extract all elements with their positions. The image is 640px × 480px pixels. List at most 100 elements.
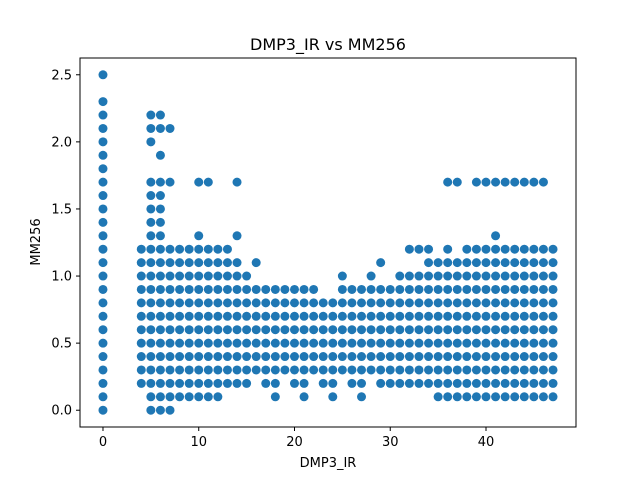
scatter-point [194, 352, 204, 362]
scatter-point [184, 365, 194, 375]
scatter-point [424, 258, 434, 268]
scatter-point [165, 298, 175, 308]
scatter-point [462, 352, 472, 362]
scatter-point [213, 392, 223, 402]
scatter-point [175, 311, 185, 321]
scatter-point [203, 352, 213, 362]
scatter-point [165, 338, 175, 348]
scatter-point [146, 217, 156, 227]
scatter-point [194, 231, 204, 241]
scatter-point [385, 365, 395, 375]
scatter-point [155, 177, 165, 187]
scatter-point [481, 365, 491, 375]
scatter-point [270, 338, 280, 348]
scatter-point [491, 177, 501, 187]
scatter-point [510, 177, 520, 187]
scatter-point [376, 365, 386, 375]
scatter-point [136, 244, 146, 254]
scatter-point [155, 123, 165, 133]
scatter-point [146, 298, 156, 308]
scatter-point [538, 284, 548, 294]
scatter-point [395, 284, 405, 294]
scatter-point [270, 298, 280, 308]
scatter-point [404, 338, 414, 348]
scatter-point [175, 244, 185, 254]
scatter-point [500, 325, 510, 335]
scatter-point [232, 352, 242, 362]
scatter-point [328, 378, 338, 388]
scatter-point [529, 244, 539, 254]
scatter-point [491, 378, 501, 388]
scatter-point [443, 284, 453, 294]
scatter-point [222, 298, 232, 308]
scatter-point [98, 150, 108, 160]
scatter-point [222, 365, 232, 375]
scatter-point [481, 284, 491, 294]
scatter-point [309, 298, 319, 308]
data-points [98, 70, 558, 415]
scatter-point [424, 311, 434, 321]
scatter-point [165, 123, 175, 133]
scatter-point [98, 97, 108, 107]
scatter-point [433, 352, 443, 362]
scatter-point [318, 325, 328, 335]
scatter-point [462, 311, 472, 321]
scatter-point [213, 378, 223, 388]
scatter-point [538, 338, 548, 348]
scatter-point [491, 365, 501, 375]
scatter-point [98, 378, 108, 388]
scatter-point [481, 177, 491, 187]
scatter-point [471, 378, 481, 388]
scatter-point [98, 164, 108, 174]
scatter-point [395, 298, 405, 308]
scatter-point [165, 177, 175, 187]
scatter-point [500, 311, 510, 321]
scatter-point [500, 392, 510, 402]
scatter-point [452, 271, 462, 281]
scatter-point [500, 258, 510, 268]
scatter-point [538, 325, 548, 335]
scatter-point [500, 271, 510, 281]
scatter-point [280, 352, 290, 362]
scatter-point [529, 325, 539, 335]
scatter-point [510, 258, 520, 268]
scatter-point [98, 311, 108, 321]
scatter-point [452, 365, 462, 375]
scatter-point [155, 392, 165, 402]
scatter-point [213, 352, 223, 362]
scatter-point [538, 271, 548, 281]
scatter-point [404, 378, 414, 388]
scatter-point [357, 365, 367, 375]
scatter-point [424, 352, 434, 362]
scatter-point [261, 338, 271, 348]
scatter-point [395, 271, 405, 281]
scatter-point [242, 271, 252, 281]
scatter-point [242, 352, 252, 362]
scatter-point [424, 271, 434, 281]
scatter-point [376, 338, 386, 348]
x-tick-label: 20 [286, 435, 303, 450]
scatter-point [510, 284, 520, 294]
scatter-point [462, 325, 472, 335]
scatter-point [155, 325, 165, 335]
scatter-point [242, 365, 252, 375]
scatter-point [433, 338, 443, 348]
scatter-point [242, 298, 252, 308]
scatter-point [194, 378, 204, 388]
scatter-point [184, 271, 194, 281]
scatter-point [500, 284, 510, 294]
scatter-point [213, 258, 223, 268]
scatter-point [519, 352, 529, 362]
scatter-point [155, 244, 165, 254]
scatter-point [376, 311, 386, 321]
scatter-point [337, 271, 347, 281]
scatter-point [261, 284, 271, 294]
scatter-point [299, 352, 309, 362]
scatter-point [491, 284, 501, 294]
scatter-point [357, 338, 367, 348]
scatter-point [357, 352, 367, 362]
scatter-point [529, 352, 539, 362]
scatter-point [155, 217, 165, 227]
scatter-point [232, 311, 242, 321]
scatter-point [203, 177, 213, 187]
